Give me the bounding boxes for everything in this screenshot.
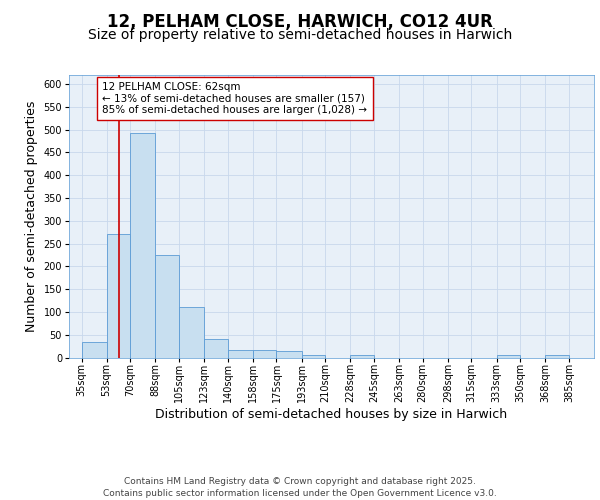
Text: Size of property relative to semi-detached houses in Harwich: Size of property relative to semi-detach… xyxy=(88,28,512,42)
Bar xyxy=(82,342,107,357)
Bar xyxy=(277,351,302,358)
Bar xyxy=(545,355,569,358)
Y-axis label: Number of semi-detached properties: Number of semi-detached properties xyxy=(25,100,38,332)
Bar xyxy=(350,355,374,358)
Bar xyxy=(302,355,325,358)
Text: 12, PELHAM CLOSE, HARWICH, CO12 4UR: 12, PELHAM CLOSE, HARWICH, CO12 4UR xyxy=(107,12,493,30)
Text: Contains HM Land Registry data © Crown copyright and database right 2025.
Contai: Contains HM Land Registry data © Crown c… xyxy=(103,476,497,498)
Bar xyxy=(497,355,520,358)
Bar xyxy=(179,308,204,358)
X-axis label: Distribution of semi-detached houses by size in Harwich: Distribution of semi-detached houses by … xyxy=(155,408,508,421)
Bar xyxy=(107,234,130,358)
Bar xyxy=(155,255,179,358)
Bar xyxy=(204,340,228,357)
Bar xyxy=(228,350,253,358)
Text: 12 PELHAM CLOSE: 62sqm
← 13% of semi-detached houses are smaller (157)
85% of se: 12 PELHAM CLOSE: 62sqm ← 13% of semi-det… xyxy=(103,82,367,115)
Bar xyxy=(130,133,155,358)
Bar xyxy=(253,350,277,358)
